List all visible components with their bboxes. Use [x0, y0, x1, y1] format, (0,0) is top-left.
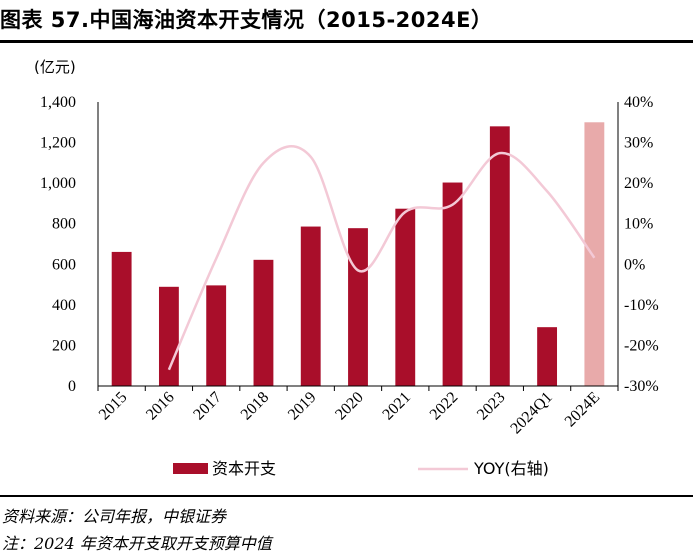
bar-2015 [111, 251, 132, 386]
x-tick-label: 2016 [143, 389, 178, 424]
legend-line-label: YOY(右轴) [473, 459, 549, 478]
right-tick-label: 30% [624, 135, 653, 152]
left-tick-label: 1,000 [40, 175, 76, 192]
axes [97, 102, 619, 391]
right-axis-ticks: -30% -20% -10% 0% 10% 20% 30% 40% [624, 94, 659, 395]
title-rule [0, 40, 693, 43]
yoy-line-series [167, 145, 596, 371]
x-tick-label: 2017 [190, 389, 225, 424]
left-tick-label: 400 [52, 297, 76, 314]
bar-2016 [158, 286, 179, 386]
right-tick-label: -10% [624, 297, 659, 314]
legend-bar-label: 资本开支 [212, 459, 276, 478]
left-tick-label: 800 [52, 216, 76, 233]
source-note: 资料来源：公司年报，中银证券 [2, 507, 227, 526]
bar-2022 [442, 182, 463, 386]
left-tick-label: 200 [52, 337, 76, 354]
legend-bar-swatch [173, 463, 208, 474]
right-tick-label: 10% [624, 216, 653, 233]
right-tick-label: -20% [624, 337, 659, 354]
bar-2023 [489, 126, 510, 386]
yoy-line [167, 145, 596, 371]
bar-2021 [395, 208, 416, 386]
right-tick-label: 0% [624, 256, 645, 273]
x-tick-label: 2021 [379, 389, 414, 424]
right-tick-label: 40% [624, 94, 653, 111]
x-axis-labels: 2015 2016 2017 2018 2019 2020 2021 2022 20232024… [96, 389, 603, 437]
left-axis-ticks: 0 200 400 600 800 1,000 1,200 1,400 [40, 94, 76, 395]
x-tick-label: 2024Q1 [507, 389, 555, 437]
right-tick-label: 20% [624, 175, 653, 192]
chart-title: 图表 57.中国海油资本开支情况（2015-2024E） [0, 8, 493, 32]
bar-2019 [300, 226, 321, 386]
bar-2024Q1 [537, 327, 558, 386]
bar-2020 [348, 228, 368, 386]
x-tick-label: 2023 [474, 389, 509, 424]
x-tick-label: 2019 [285, 389, 320, 424]
right-tick-label: -30% [624, 378, 659, 395]
bar-2017 [206, 285, 227, 386]
left-tick-label: 1,400 [40, 94, 76, 111]
legend: 资本开支 YOY(右轴) [173, 459, 549, 478]
x-tick-label: 2024E [562, 389, 604, 431]
bar-series [111, 122, 605, 387]
left-tick-label: 0 [68, 378, 76, 395]
x-tick-label: 2018 [238, 389, 273, 424]
x-tick-label: 2015 [96, 389, 131, 424]
left-tick-label: 1,200 [40, 135, 76, 152]
footnote: 注：2024 年资本开支取开支预算中值 [2, 534, 272, 553]
bar-2018 [253, 259, 274, 386]
x-tick-label: 2020 [332, 389, 367, 424]
unit-label: (亿元) [34, 58, 76, 76]
x-tick-label: 2022 [427, 389, 462, 424]
bar-2024E [584, 122, 605, 387]
left-tick-label: 600 [52, 256, 76, 273]
footer-rule [0, 495, 693, 497]
capex-chart: (亿元) 0 200 400 600 800 1,000 1,200 1,400 -30% -2… [34, 58, 659, 478]
